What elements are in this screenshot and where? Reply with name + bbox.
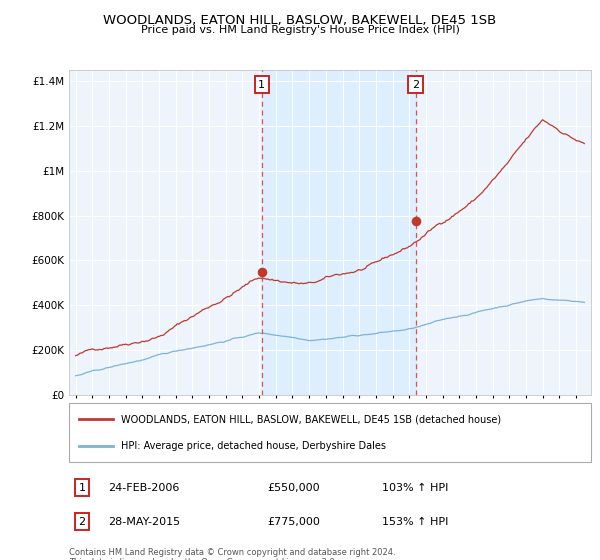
Text: WOODLANDS, EATON HILL, BASLOW, BAKEWELL, DE45 1SB: WOODLANDS, EATON HILL, BASLOW, BAKEWELL,… <box>103 14 497 27</box>
Text: £775,000: £775,000 <box>268 517 320 526</box>
Text: Price paid vs. HM Land Registry's House Price Index (HPI): Price paid vs. HM Land Registry's House … <box>140 25 460 35</box>
Text: £550,000: £550,000 <box>268 483 320 493</box>
Point <box>257 267 266 276</box>
Point <box>411 217 421 226</box>
Text: 1: 1 <box>258 80 265 90</box>
Text: 28-MAY-2015: 28-MAY-2015 <box>108 517 180 526</box>
Text: 2: 2 <box>412 80 419 90</box>
Text: 153% ↑ HPI: 153% ↑ HPI <box>382 517 449 526</box>
Text: HPI: Average price, detached house, Derbyshire Dales: HPI: Average price, detached house, Derb… <box>121 441 386 451</box>
Bar <box>262 70 416 395</box>
Text: 2: 2 <box>79 517 86 526</box>
Text: 103% ↑ HPI: 103% ↑ HPI <box>382 483 449 493</box>
Text: Contains HM Land Registry data © Crown copyright and database right 2024.
This d: Contains HM Land Registry data © Crown c… <box>69 548 395 560</box>
Text: 1: 1 <box>79 483 86 493</box>
Text: WOODLANDS, EATON HILL, BASLOW, BAKEWELL, DE45 1SB (detached house): WOODLANDS, EATON HILL, BASLOW, BAKEWELL,… <box>121 414 502 424</box>
Text: 24-FEB-2006: 24-FEB-2006 <box>108 483 179 493</box>
